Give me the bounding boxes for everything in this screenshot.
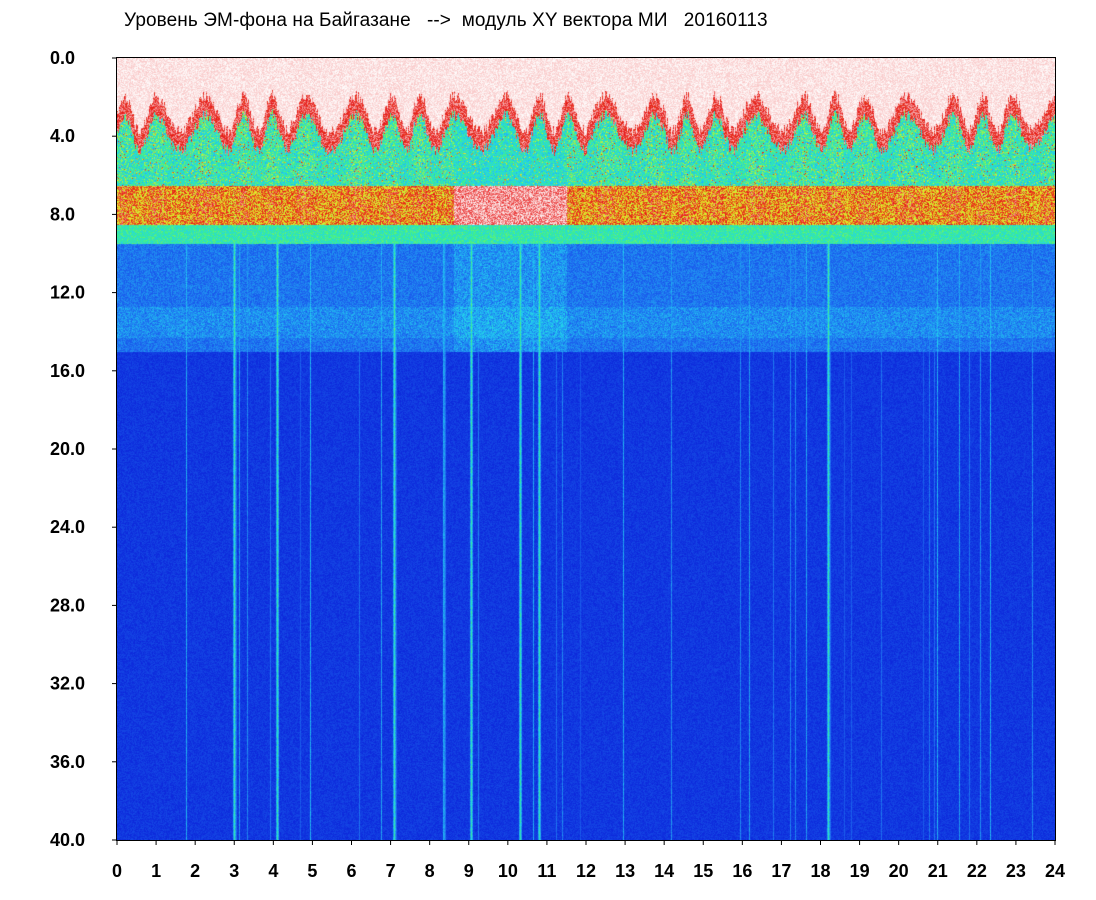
spectrogram-heatmap [117,58,1055,840]
x-tick-label: 9 [464,861,474,881]
x-tick-label: 10 [498,861,518,881]
y-tick-label: 0.0 [50,48,75,68]
x-tick-label: 18 [810,861,830,881]
y-tick-label: 12.0 [50,283,85,303]
x-tick-label: 8 [425,861,435,881]
y-tick-label: 28.0 [50,595,85,615]
y-tick-label: 20.0 [50,439,85,459]
y-tick-label: 36.0 [50,752,85,772]
y-tick-label: 40.0 [50,830,85,850]
y-tick-label: 16.0 [50,361,85,381]
x-tick-label: 19 [850,861,870,881]
x-tick-label: 2 [190,861,200,881]
spectrogram-plot-area [116,57,1056,841]
x-tick-label: 12 [576,861,596,881]
x-tick-label: 16 [732,861,752,881]
y-tick-label: 24.0 [50,517,85,537]
y-tick-label: 4.0 [50,126,75,146]
x-tick-label: 21 [928,861,948,881]
x-tick-label: 5 [307,861,317,881]
x-tick-label: 14 [654,861,674,881]
x-tick-label: 17 [771,861,791,881]
y-tick-label: 8.0 [50,204,75,224]
x-tick-label: 3 [229,861,239,881]
x-tick-label: 4 [268,861,278,881]
x-tick-label: 0 [112,861,122,881]
x-tick-label: 13 [615,861,635,881]
x-tick-label: 1 [151,861,161,881]
x-tick-label: 7 [386,861,396,881]
x-tick-label: 23 [1006,861,1026,881]
x-tick-label: 22 [967,861,987,881]
x-tick-label: 24 [1045,861,1065,881]
y-tick-label: 32.0 [50,674,85,694]
x-tick-label: 15 [693,861,713,881]
x-tick-label: 6 [346,861,356,881]
chart-title: Уровень ЭМ-фона на Байгазане --> модуль … [124,10,768,31]
x-tick-label: 11 [537,861,556,881]
x-tick-label: 20 [889,861,909,881]
